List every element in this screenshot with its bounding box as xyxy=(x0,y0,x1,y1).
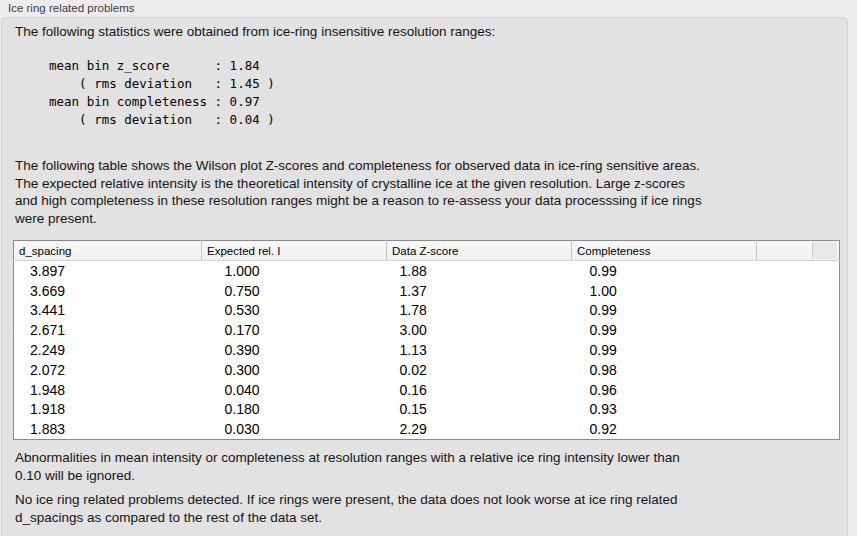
intro-text: The following statistics were obtained f… xyxy=(15,23,495,40)
table-cell: 3.00 xyxy=(387,320,572,340)
table-cell: 0.390 xyxy=(202,340,387,360)
table-cell: 0.96 xyxy=(572,380,757,400)
table-cell: 3.669 xyxy=(14,281,202,301)
table-row[interactable]: 2.0720.3000.020.98 xyxy=(14,360,840,380)
table-cell: 0.15 xyxy=(387,400,572,420)
table-cell: 0.16 xyxy=(387,380,572,400)
table-cell-filler xyxy=(757,419,840,439)
window-background: { "panel": { "title": "Ice ring related … xyxy=(0,0,857,536)
table-cell: 0.93 xyxy=(572,400,757,420)
table-cell-filler xyxy=(757,340,840,360)
table-cell: 0.99 xyxy=(572,340,757,360)
table-row[interactable]: 3.6690.7501.371.00 xyxy=(14,281,840,301)
column-header-d-spacing[interactable]: d_spacing xyxy=(14,241,202,261)
ignore-threshold-note: Abnormalities in mean intensity or compl… xyxy=(15,449,680,484)
ice-ring-panel: The following statistics were obtained f… xyxy=(1,17,848,536)
header-end-cap xyxy=(812,242,837,259)
column-header-filler xyxy=(757,241,840,261)
table-cell: 3.897 xyxy=(14,261,202,281)
table-header-row: d_spacingExpected rel. IData Z-scoreComp… xyxy=(14,241,840,261)
table-cell: 0.180 xyxy=(202,400,387,420)
table-cell: 0.750 xyxy=(202,281,387,301)
table-cell: 2.671 xyxy=(14,320,202,340)
table-cell: 0.92 xyxy=(572,419,757,439)
panel-title: Ice ring related problems xyxy=(8,2,135,14)
table-cell: 0.300 xyxy=(202,360,387,380)
table-cell: 1.883 xyxy=(14,419,202,439)
table-cell: 0.170 xyxy=(202,320,387,340)
table-cell: 2.29 xyxy=(387,419,572,439)
column-header-expected-rel-i[interactable]: Expected rel. I xyxy=(202,241,387,261)
table-cell: 1.000 xyxy=(202,261,387,281)
table-cell: 1.88 xyxy=(387,261,572,281)
conclusion-note: No ice ring related problems detected. I… xyxy=(15,491,678,526)
table-row[interactable]: 3.4410.5301.780.99 xyxy=(14,301,840,321)
table-cell: 0.030 xyxy=(202,419,387,439)
table-cell: 0.99 xyxy=(572,320,757,340)
table-cell: 0.530 xyxy=(202,301,387,321)
table-cell: 1.37 xyxy=(387,281,572,301)
table-cell-filler xyxy=(757,320,840,340)
table-cell: 1.13 xyxy=(387,340,572,360)
table-cell: 0.02 xyxy=(387,360,572,380)
table-row[interactable]: 1.8830.0302.290.92 xyxy=(14,419,840,439)
table-cell-filler xyxy=(757,380,840,400)
table-cell: 1.918 xyxy=(14,400,202,420)
table-cell-filler xyxy=(757,360,840,380)
table-cell: 0.99 xyxy=(572,301,757,321)
table-cell: 1.78 xyxy=(387,301,572,321)
ice-ring-table: d_spacingExpected rel. IData Z-scoreComp… xyxy=(13,240,840,440)
table-cell: 0.98 xyxy=(572,360,757,380)
table-cell-filler xyxy=(757,281,840,301)
table-cell-filler xyxy=(757,301,840,321)
table-cell: 3.441 xyxy=(14,301,202,321)
column-header-data-z-score[interactable]: Data Z-score xyxy=(387,241,572,261)
table-cell: 0.99 xyxy=(572,261,757,281)
table-cell-filler xyxy=(757,400,840,420)
stats-block: mean bin z_score : 1.84 ( rms deviation … xyxy=(49,57,275,129)
table-row[interactable]: 1.9480.0400.160.96 xyxy=(14,380,840,400)
ice-ring-table-container: d_spacingExpected rel. IData Z-scoreComp… xyxy=(13,240,840,440)
table-row[interactable]: 3.8971.0001.880.99 xyxy=(14,261,840,281)
column-header-completeness[interactable]: Completeness xyxy=(572,241,757,261)
table-cell: 2.072 xyxy=(14,360,202,380)
table-cell: 2.249 xyxy=(14,340,202,360)
table-row[interactable]: 1.9180.1800.150.93 xyxy=(14,400,840,420)
table-row[interactable]: 2.6710.1703.000.99 xyxy=(14,320,840,340)
table-cell: 1.948 xyxy=(14,380,202,400)
table-row[interactable]: 2.2490.3901.130.99 xyxy=(14,340,840,360)
table-body: 3.8971.0001.880.993.6690.7501.371.003.44… xyxy=(14,261,840,440)
table-cell: 1.00 xyxy=(572,281,757,301)
table-cell-filler xyxy=(757,261,840,281)
table-description: The following table shows the Wilson plo… xyxy=(15,157,702,227)
table-cell: 0.040 xyxy=(202,380,387,400)
